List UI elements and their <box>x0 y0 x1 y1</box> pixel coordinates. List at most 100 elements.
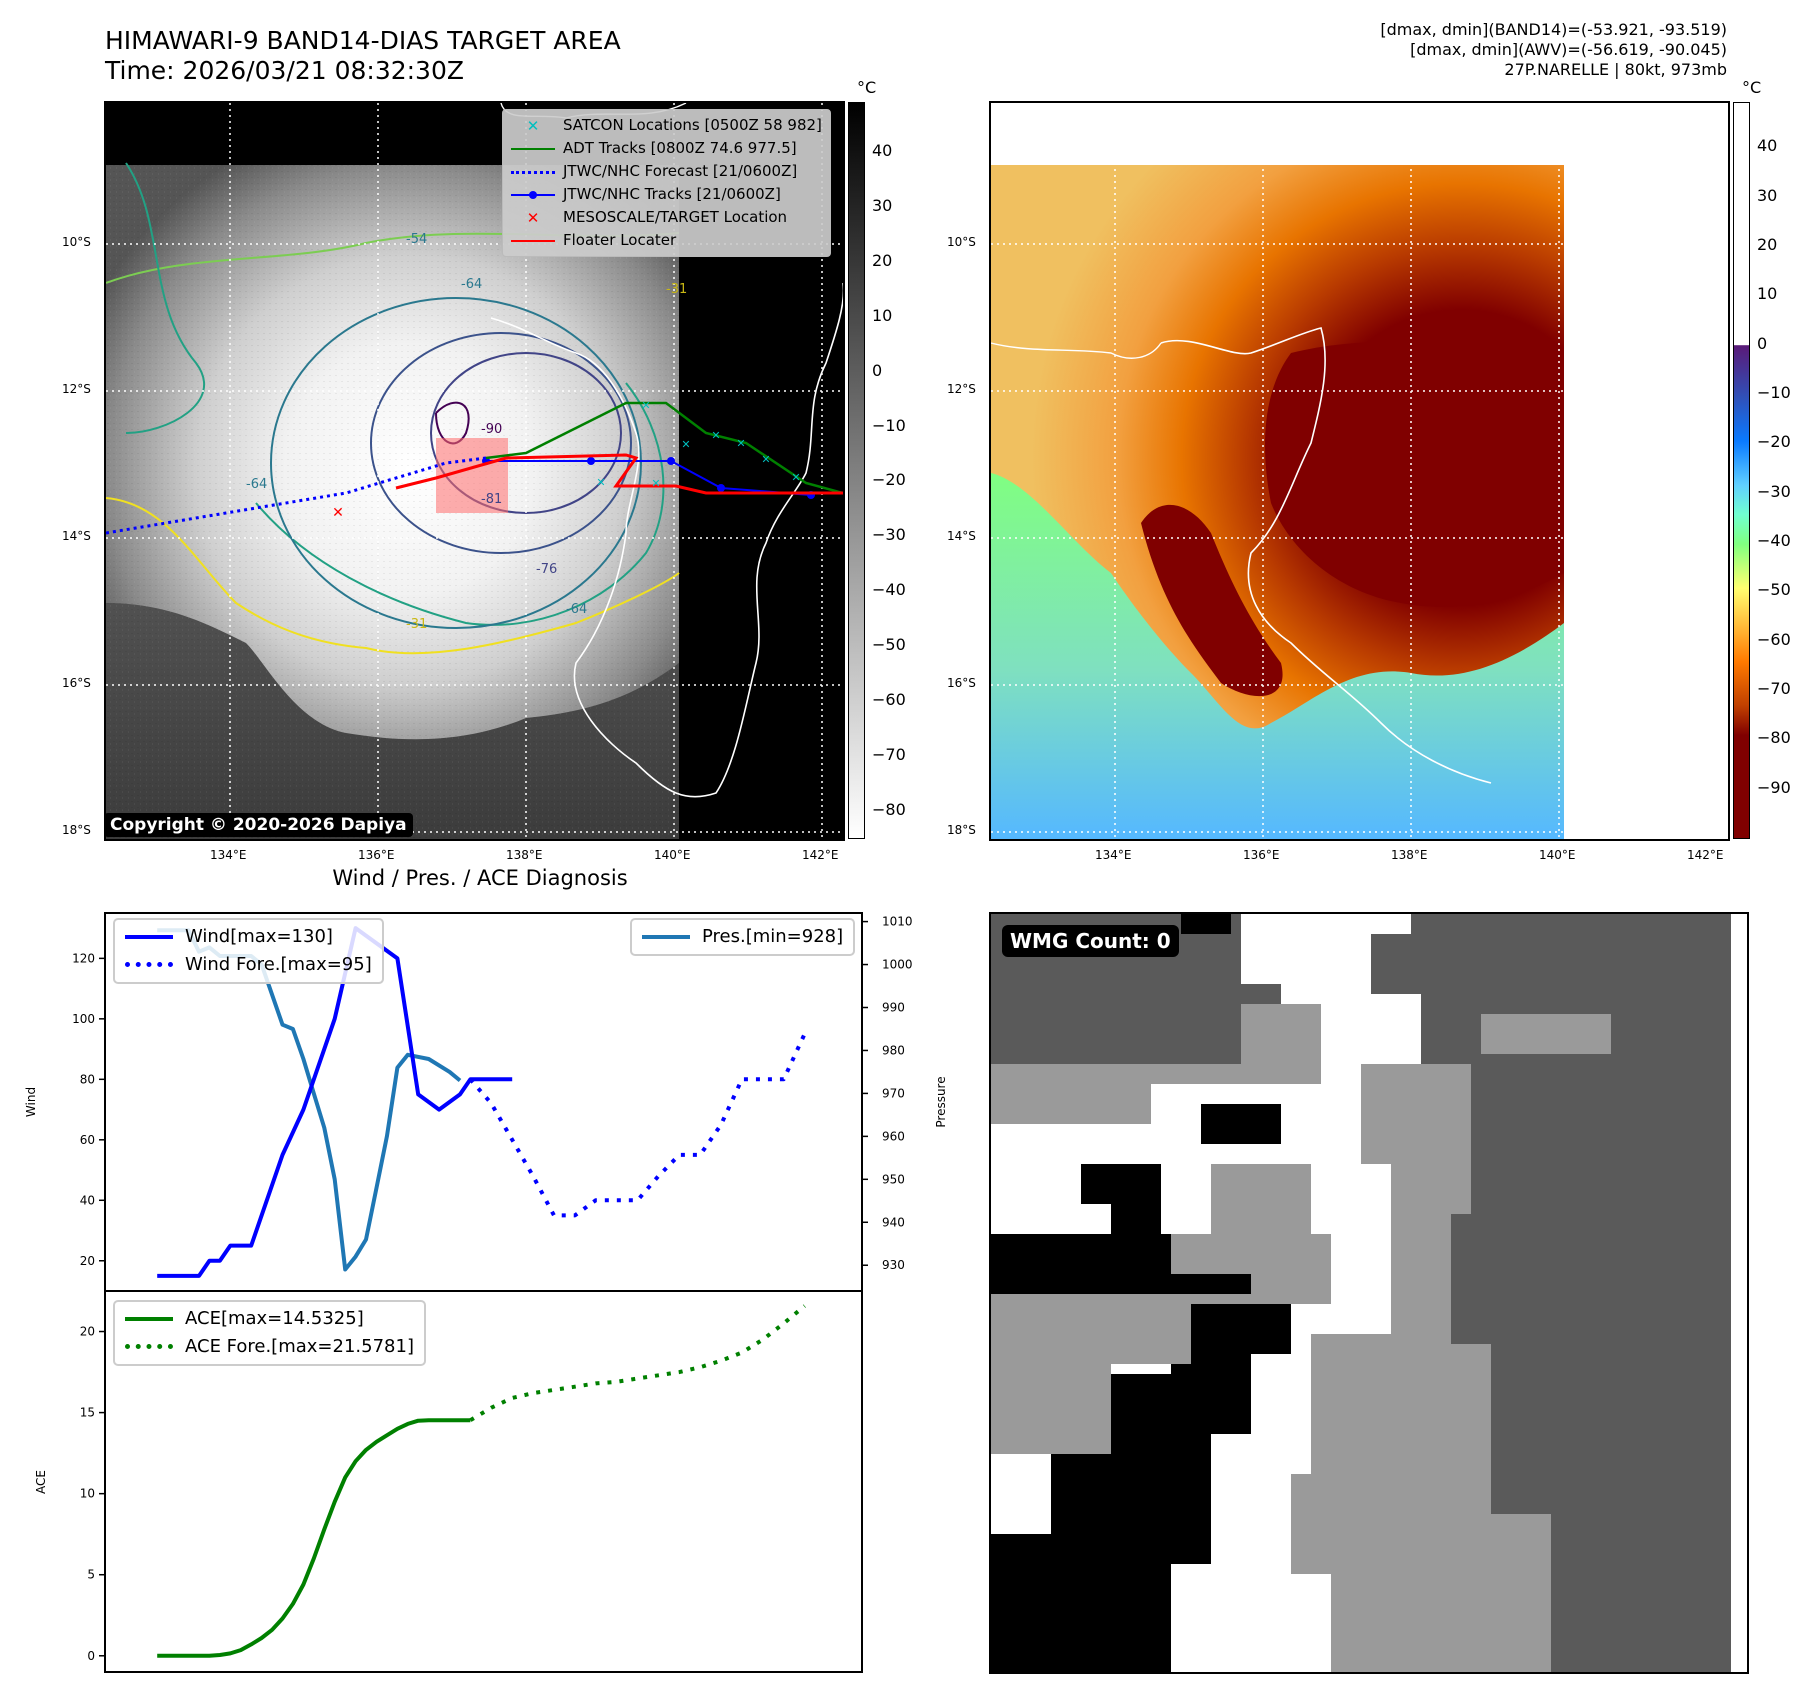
satcon-x-icon: ✕ <box>526 116 540 135</box>
legend-item-adt: ADT Tracks [0800Z 74.6 977.5] <box>511 137 822 160</box>
dias-blank-east <box>1564 165 1728 839</box>
lon-label: 138°E <box>506 848 543 862</box>
colorbar-tick-label: −60 <box>1757 629 1791 649</box>
colorbar-tick-label: −50 <box>1757 580 1791 600</box>
diagnosis-title: Wind / Pres. / ACE Diagnosis <box>332 866 628 890</box>
adt-track <box>485 401 843 495</box>
lon-label: 134°E <box>1095 848 1132 862</box>
axis-tick-label: 930 <box>882 1258 905 1272</box>
dias-coastline <box>1160 327 1492 784</box>
colorbar-tick-label: 20 <box>872 251 893 271</box>
map-gridlines <box>106 103 843 839</box>
legend-wind-fore: Wind Fore.[max=95] <box>125 951 372 979</box>
svg-text:✕: ✕ <box>596 476 605 489</box>
axis-tick-label: 0 <box>87 1649 95 1663</box>
contour-label: -31 <box>406 617 427 632</box>
legend-item-mesoscale: ✕ MESOSCALE/TARGET Location <box>511 206 822 229</box>
colorbar-tick-label: −40 <box>1757 531 1791 551</box>
axis-tick-label: 60 <box>80 1133 95 1147</box>
legend-ace: ACE[max=14.5325] <box>125 1305 414 1333</box>
info-awv: [dmax, dmin](AWV)=(-56.619, -90.045) <box>1410 40 1727 59</box>
colorbar-tick-label: −20 <box>1757 432 1791 452</box>
colorbar-tick-label: 10 <box>1757 284 1778 304</box>
lon-label: 136°E <box>1243 848 1280 862</box>
axis-tick-label: 120 <box>72 951 95 965</box>
colorbar-tick-label: −30 <box>872 525 906 545</box>
colorbar-tick-label: −40 <box>872 580 906 600</box>
wind-forecast-series-line <box>468 1033 807 1218</box>
lat-label: 16°S <box>62 676 91 690</box>
colorbar-tick-label: −70 <box>872 744 906 764</box>
lat-label: 10°S <box>947 235 976 249</box>
dotted-line-icon <box>511 166 555 178</box>
figure-title: HIMAWARI-9 BAND14-DIAS TARGET AREA Time:… <box>105 26 621 86</box>
solid-line-icon <box>125 1314 173 1324</box>
colorbar-tick-label: −90 <box>1757 777 1791 797</box>
axis-tick-label: 5 <box>87 1568 95 1582</box>
axis-tick-label: 960 <box>882 1129 905 1143</box>
wmg-image <box>991 914 1747 1672</box>
legend-item-satcon: ✕ SATCON Locations [0500Z 58 982] <box>511 114 822 137</box>
contour-label: -31 <box>666 282 687 297</box>
contour-eyewall-mid <box>370 332 632 554</box>
svg-text:✕: ✕ <box>641 399 650 412</box>
legend-item-forecast: JTWC/NHC Forecast [21/0600Z] <box>511 160 822 183</box>
lat-label: 12°S <box>62 382 91 396</box>
axis-tick-label: 990 <box>882 1001 905 1015</box>
contour-label: -64 <box>461 277 482 292</box>
title-line-1: HIMAWARI-9 BAND14-DIAS TARGET AREA <box>105 26 621 55</box>
svg-text:✕: ✕ <box>711 429 720 442</box>
colorbar-tick-label: 30 <box>872 196 893 216</box>
lon-label: 136°E <box>358 848 395 862</box>
wmg-count-badge: WMG Count: 0 <box>1002 925 1179 957</box>
target-x-icon: ✕ <box>526 208 540 227</box>
floater-track <box>395 453 843 495</box>
wmg-region-gray-east <box>1291 1014 1611 1672</box>
colorbar-tick-label: −30 <box>1757 481 1791 501</box>
solid-line-icon <box>642 932 690 942</box>
contour-label: -64 <box>566 602 587 617</box>
legend-item-floater: Floater Locater <box>511 229 822 252</box>
axis-tick-label: 970 <box>882 1086 905 1100</box>
lat-label: 16°S <box>947 676 976 690</box>
wmg-region-gray-center <box>1171 1164 1331 1304</box>
colorbar-tick-label: 40 <box>1757 136 1778 156</box>
contour-label: -54 <box>406 232 427 247</box>
dias-coastline-north <box>991 342 1162 359</box>
contour-label: -64 <box>246 477 267 492</box>
contour-yellow <box>106 497 680 655</box>
colorbar-tick-label: 30 <box>1757 185 1778 205</box>
wmg-region-gray-north <box>991 1004 1321 1124</box>
copyright-badge: Copyright © 2020-2026 Dapiya <box>104 813 413 837</box>
right-colorbar <box>1733 102 1750 839</box>
colorbar-tick-label: −10 <box>872 415 906 435</box>
contour-label: -90 <box>481 422 502 437</box>
wmg-region-black-west <box>991 1164 1291 1672</box>
lon-label: 134°E <box>210 848 247 862</box>
lon-label: 138°E <box>1391 848 1428 862</box>
dias-gridlines <box>991 103 1708 839</box>
contour-label: -76 <box>536 562 557 577</box>
wind-legend: Wind[max=130] Wind Fore.[max=95] <box>113 918 384 984</box>
contour-teal <box>125 162 665 626</box>
line-dot-icon <box>511 189 555 201</box>
axis-tick-label: 20 <box>80 1325 95 1339</box>
lat-label: 12°S <box>947 382 976 396</box>
solid-line-icon <box>125 932 173 942</box>
wmg-region-darkgray-east <box>1371 914 1731 1672</box>
lat-label: 10°S <box>62 235 91 249</box>
left-colorbar-unit: °C <box>857 78 877 97</box>
dias-core <box>1265 341 1564 607</box>
colorbar-tick-label: −70 <box>1757 679 1791 698</box>
ace-legend: ACE[max=14.5325] ACE Fore.[max=21.5781] <box>113 1300 426 1366</box>
colorbar-tick-label: 20 <box>1757 235 1778 255</box>
svg-text:✕: ✕ <box>651 477 660 490</box>
colorbar-tick-label: −80 <box>1757 728 1791 748</box>
info-band14: [dmax, dmin](BAND14)=(-53.921, -93.519) <box>1380 20 1727 39</box>
axis-tick-label: 15 <box>80 1406 95 1420</box>
axis-tick-label: 980 <box>882 1043 905 1057</box>
mesoscale-target-marker: ✕ <box>332 505 344 521</box>
axis-tick-label: 940 <box>882 1215 905 1229</box>
right-colorbar-unit: °C <box>1742 78 1762 97</box>
lon-label: 140°E <box>654 848 691 862</box>
